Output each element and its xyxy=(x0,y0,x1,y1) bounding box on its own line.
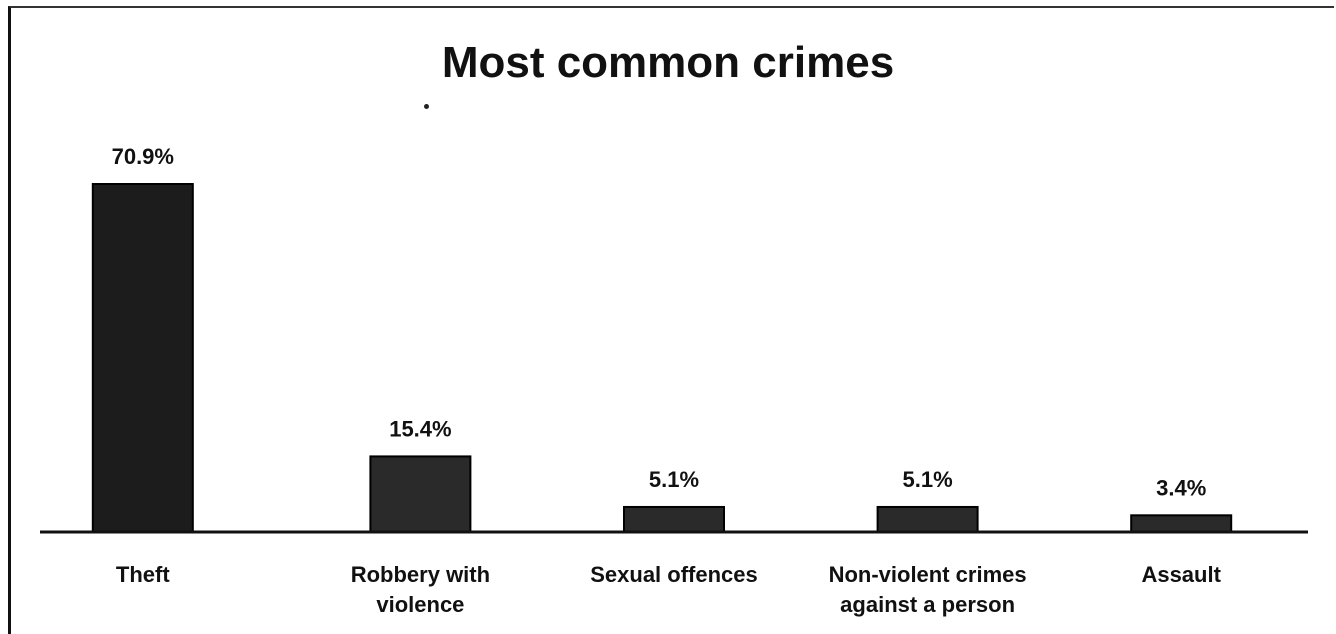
category-label-4-line-0: Assault xyxy=(1141,562,1221,587)
category-label-3-line-0: Non-violent crimes xyxy=(829,562,1027,587)
bar-3 xyxy=(876,505,979,533)
chart-title: Most common crimes xyxy=(441,38,895,87)
data-label-1: 15.4% xyxy=(389,416,451,441)
data-label-2: 5.1% xyxy=(649,467,699,492)
data-label-3: 5.1% xyxy=(903,467,953,492)
data-label-0: 70.9% xyxy=(112,144,174,169)
stray-mark xyxy=(424,104,429,109)
category-label-1-line-1: violence xyxy=(376,592,464,617)
data-label-4: 3.4% xyxy=(1156,475,1206,500)
category-label-2-line-0: Sexual offences xyxy=(590,562,758,587)
category-label-1-line-0: Robbery with xyxy=(351,562,490,587)
bar-1 xyxy=(369,455,472,533)
bar-4 xyxy=(1130,514,1233,533)
category-label-3-line-1: against a person xyxy=(840,592,1015,617)
category-label-0-line-0: Theft xyxy=(116,562,170,587)
bar-0 xyxy=(91,183,194,533)
chart-frame xyxy=(8,6,1334,634)
bar-2 xyxy=(623,505,725,533)
